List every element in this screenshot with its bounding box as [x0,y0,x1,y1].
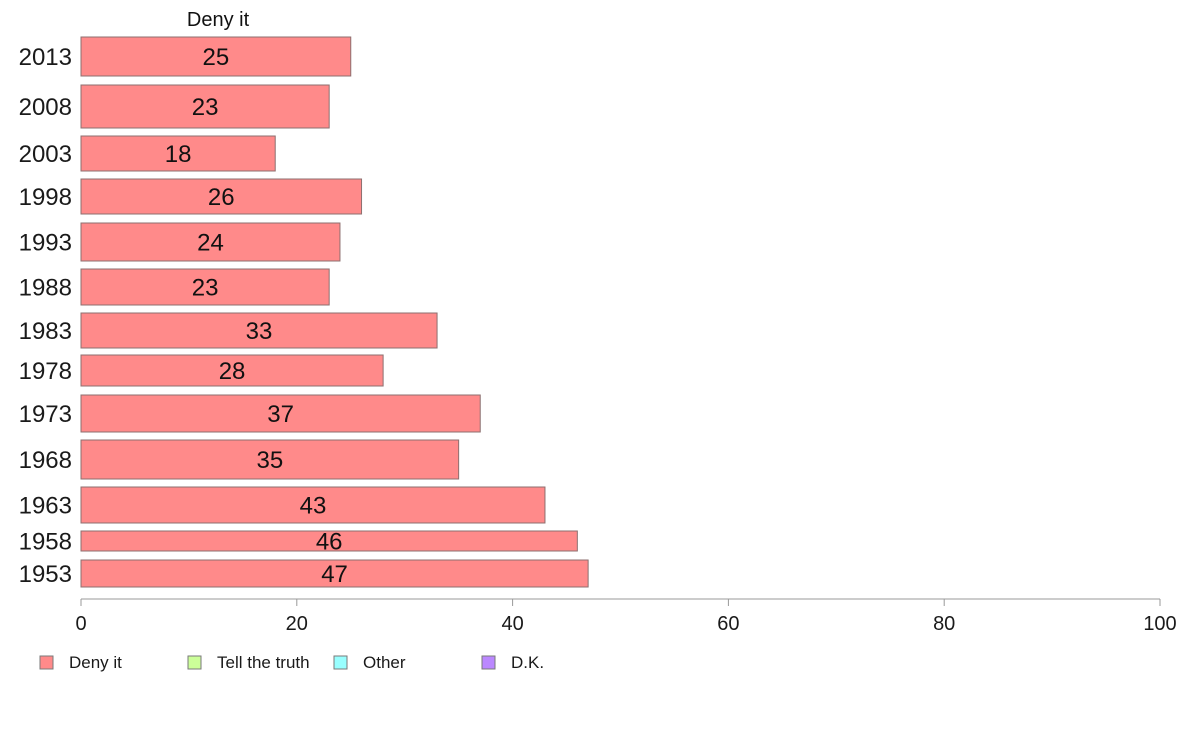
legend-swatch [333,655,348,670]
bars-group: 2013 25 2008 23 2003 18 1998 26 1993 24 1988 23 1983… [19,36,589,588]
bar [80,135,276,172]
column-title: Deny it [187,9,250,31]
bar [80,84,330,129]
legend-swatch [39,655,54,670]
bar [80,559,589,588]
x-tick-label: 100 [1143,613,1176,635]
bar [80,222,341,262]
year-label: 1953 [19,561,72,588]
x-tick-label: 60 [717,613,739,635]
year-label: 1993 [19,230,72,257]
bar-value-label: 43 [300,493,327,520]
year-label: 1968 [19,447,72,474]
bar [80,354,384,387]
bar [80,439,460,480]
bar [80,36,352,77]
x-tick-label: 40 [501,613,523,635]
bar-value-label: 23 [192,275,219,302]
bar-value-label: 23 [192,94,219,121]
year-label: 1983 [19,318,72,345]
bar-value-label: 46 [316,529,343,556]
legend-swatch [481,655,496,670]
legend-swatch [187,655,202,670]
year-label: 2013 [19,44,72,71]
year-label: 1973 [19,401,72,428]
bar-value-label: 33 [246,318,273,345]
bar-value-label: 35 [256,447,283,474]
year-label: 2008 [19,94,72,121]
bar-value-label: 28 [219,358,246,385]
year-label: 1963 [19,493,72,520]
x-tick-label: 0 [75,613,86,635]
legend-label: Other [363,653,406,672]
bar [80,530,578,552]
bar [80,178,363,215]
bar-value-label: 25 [203,44,230,71]
year-label: 1988 [19,275,72,302]
bar [80,312,438,349]
year-label: 2003 [19,141,72,168]
bar [80,486,546,524]
bar-value-label: 37 [267,401,294,428]
year-label: 1978 [19,358,72,385]
year-label: 1998 [19,184,72,211]
legend-label: Tell the truth [217,653,310,672]
x-axis: 0 20 40 60 80 100 [75,598,1177,635]
x-tick-label: 80 [933,613,955,635]
x-tick-label: 20 [286,613,308,635]
bar-value-label: 18 [165,141,192,168]
bar [80,268,330,306]
legend-label: D.K. [511,653,544,672]
legend: Deny it Tell the truth Other D.K. [39,653,544,672]
bar-value-label: 26 [208,184,235,211]
bar-value-label: 47 [321,561,348,588]
bar-value-label: 24 [197,230,224,257]
legend-label: Deny it [69,653,122,672]
bar [80,394,481,433]
year-label: 1958 [19,529,72,556]
